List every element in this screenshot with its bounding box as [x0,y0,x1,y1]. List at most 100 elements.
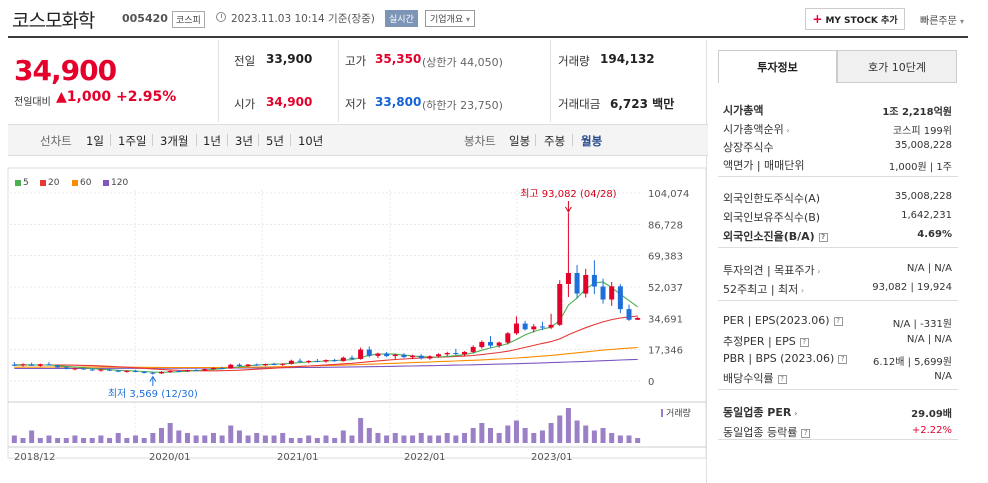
volume-legend-label: 거래량 [666,407,691,419]
info-row-value: 35,008,228 [894,191,952,202]
my-stock-add-button[interactable]: + MY STOCK 추가 [805,8,905,30]
info-row-label[interactable]: 동일업종 PER › [723,404,797,420]
info-row-value: 35,008,228 [894,140,952,151]
candle-body [176,371,182,373]
x-tick-label: 2018/12 [14,452,56,463]
my-stock-label: MY STOCK 추가 [825,15,898,26]
volume-value: 194,132 [600,52,655,66]
info-row-value: 코스피 199위 [892,126,952,137]
info-row-label: 시가총액 [723,102,763,118]
candle-body [487,341,493,346]
volume-bar [349,435,355,443]
chart-frame [7,167,706,459]
candle-body [219,367,225,369]
volume-bar [635,438,641,443]
help-icon[interactable]: ? [777,374,787,384]
volume-bar [487,428,493,443]
tab-1d[interactable]: 1일 [86,134,104,148]
divider [258,134,259,146]
info-row-label-text: 외국인보유주식수(B) [723,211,821,224]
candle-body [46,364,52,366]
change-amount: 1,000 [66,89,112,105]
tab-daily[interactable]: 일봉 [509,134,531,148]
volume-bar [115,433,121,443]
tab-1y[interactable]: 1년 [203,134,221,148]
candle-body [392,354,398,357]
info-row-value: 1조 2,218억원 [882,107,952,118]
tab-weekly[interactable]: 주봉 [544,134,566,148]
volume-bar [496,433,502,443]
help-icon[interactable]: ? [801,428,811,438]
candle-body [565,272,571,284]
high-label: 고가 [345,54,367,68]
price-chart[interactable]: 104,074 86,728 69,383 52,037 34,691 17,346 0 거… [0,0,706,483]
info-row-label-text: 시가총액 [723,104,764,117]
help-icon[interactable]: ? [818,232,828,242]
y-tick-label: 52,037 [648,283,683,294]
info-row-label: PER | EPS(2023.06)? [723,314,843,327]
volume-label: 거래량 [558,54,590,68]
info-row-value: N/A [934,371,952,382]
info-row-value: 93,082 | 19,924 [872,282,952,293]
chart-period-tabs [8,124,708,156]
realtime-badge[interactable]: 실시간 [385,10,418,27]
volume-bar [531,433,537,443]
up-arrow-icon: ▲ [56,89,67,105]
info-row-label[interactable]: 투자의견 | 목표주가 › [723,262,820,278]
candle-body [548,324,554,328]
divider [338,40,339,122]
divider [110,134,111,146]
tab-3y[interactable]: 3년 [235,134,253,148]
tab-1w[interactable]: 1주일 [118,134,147,148]
volume-bar [176,430,182,443]
candle-body [635,317,641,320]
tab-monthly[interactable]: 월봉 [581,134,603,148]
info-row-value: N/A | N/A [906,334,952,345]
divider [718,300,958,301]
candle-body [366,349,372,356]
candle-body [626,309,632,320]
candle-body [349,357,355,359]
candle-body [522,323,528,330]
legend-ma5-label: 5 [23,178,29,188]
divider [196,134,197,146]
candle-body [375,353,381,356]
info-row-label-text: 배당수익률 [723,372,774,385]
candle-body [115,370,121,372]
candle-body [323,360,329,362]
help-icon[interactable]: ? [838,354,848,364]
low-annotation: 최저 3,569 (12/30) [108,388,198,400]
header-divider [8,36,968,38]
info-row-value: 6.12배 | 5,699원 [872,357,952,368]
info-row-label: PBR | BPS (2023.06)? [723,352,848,365]
info-row-label-text: 외국인한도주식수(A) [723,192,821,205]
company-overview-dropdown[interactable]: 기업개요 ▾ [425,10,476,27]
info-row-label-text: 동일업종 PER [723,406,792,419]
volume-bar [332,438,338,443]
y-tick-label: 34,691 [648,314,683,325]
info-row-label[interactable]: 52주최고 | 최저 › [723,281,804,297]
tab-investment-info[interactable]: 투자정보 [718,50,837,83]
help-icon[interactable]: ? [799,337,809,347]
volume-bar [609,433,615,443]
volume-bar [505,425,511,443]
candle-body [453,353,459,355]
help-icon[interactable]: ? [833,316,843,326]
volume-bar [323,435,329,443]
ma60-swatch [72,180,78,186]
tab-order-book[interactable]: 호가 10단계 [837,50,957,83]
info-row-label[interactable]: 시가총액순위 › [723,121,789,137]
volume-bar [280,433,286,443]
volume-bar [55,438,61,443]
tab-3m[interactable]: 3개월 [160,134,189,148]
volume-bar [184,433,190,443]
tab-5y[interactable]: 5년 [266,134,284,148]
candle-body [184,370,190,372]
quick-order-dropdown[interactable]: 빠른주문 ▾ [920,12,964,27]
x-tick-label: 2021/01 [277,452,319,463]
candle-body [314,360,320,362]
low-value: 33,800 [375,95,422,109]
tab-10y[interactable]: 10년 [298,134,324,148]
candle-body [271,364,277,366]
info-row-label: 배당수익률? [723,370,787,386]
